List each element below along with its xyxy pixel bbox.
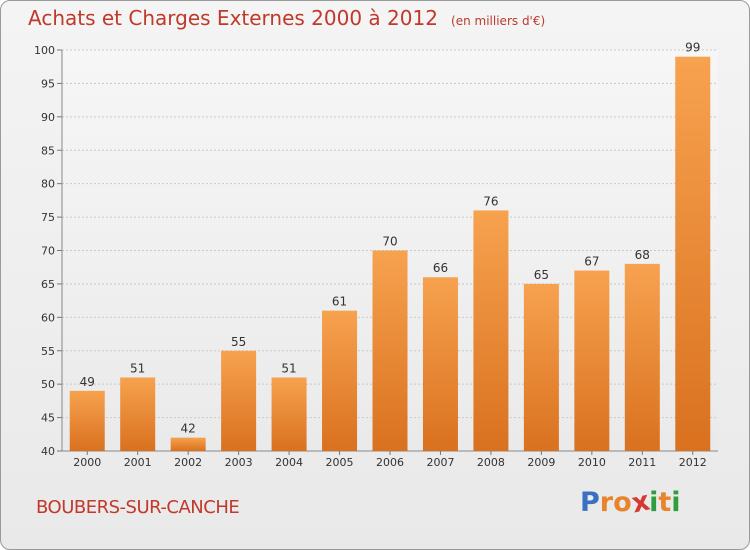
x-tick-label: 2003 [225, 456, 253, 469]
logo-letter: i [649, 487, 659, 518]
bar-value-label: 51 [281, 361, 296, 375]
x-tick-label: 2002 [174, 456, 202, 469]
x-tick-label: 2005 [326, 456, 354, 469]
bar [574, 270, 610, 451]
bar-value-label: 51 [130, 361, 145, 375]
logo-letter: i [671, 487, 681, 518]
x-tick-label: 2008 [477, 456, 505, 469]
y-tick-label: 100 [34, 44, 55, 57]
bar-value-label: 99 [685, 41, 700, 55]
logo-letter: o [613, 487, 632, 518]
y-tick-label: 45 [41, 412, 55, 425]
y-tick-label: 65 [41, 278, 55, 291]
y-tick-label: 80 [41, 178, 55, 191]
x-tick-label: 2009 [527, 456, 555, 469]
bar [523, 283, 559, 451]
x-tick-label: 2001 [124, 456, 152, 469]
bar-value-label: 68 [635, 248, 650, 262]
y-tick-label: 60 [41, 311, 55, 324]
city-name: BOUBERS-SUR-CANCHE [36, 497, 240, 518]
bar-value-label: 76 [483, 194, 498, 208]
y-tick-label: 70 [41, 245, 55, 258]
bar-value-label: 55 [231, 335, 246, 349]
bar [271, 377, 307, 451]
x-tick-label: 2012 [679, 456, 707, 469]
chart-title: Achats et Charges Externes 2000 à 2012 [28, 6, 438, 30]
bar-value-label: 61 [332, 295, 347, 309]
x-tick-label: 2010 [578, 456, 606, 469]
x-tick-label: 2004 [275, 456, 303, 469]
bar-value-label: 49 [80, 375, 95, 389]
y-tick-label: 55 [41, 345, 55, 358]
bar-value-label: 67 [584, 255, 599, 269]
y-tick-label: 85 [41, 144, 55, 157]
x-tick-label: 2011 [628, 456, 656, 469]
logo-letter: P [580, 487, 600, 518]
bar [473, 210, 509, 451]
y-tick-label: 95 [41, 77, 55, 90]
bar-value-label: 42 [181, 422, 196, 436]
chart-title-block: Achats et Charges Externes 2000 à 2012 (… [28, 6, 545, 30]
y-tick-label: 50 [41, 378, 55, 391]
logo-letter: r [599, 487, 614, 518]
y-tick-label: 40 [41, 445, 55, 458]
x-tick-label: 2007 [426, 456, 454, 469]
bar [69, 390, 105, 451]
bar-value-label: 70 [382, 235, 397, 249]
x-tick-label: 2000 [73, 456, 101, 469]
bar [624, 263, 660, 451]
bar [170, 437, 206, 451]
bar-value-label: 65 [534, 268, 549, 282]
bar [675, 56, 711, 451]
bar [120, 377, 156, 451]
bar [422, 277, 458, 451]
y-tick-label: 90 [41, 111, 55, 124]
x-tick-label: 2006 [376, 456, 404, 469]
bar [221, 350, 257, 451]
bar [372, 250, 408, 451]
y-tick-label: 75 [41, 211, 55, 224]
bar-value-label: 66 [433, 261, 448, 275]
chart-subtitle: (en milliers d'€) [451, 14, 546, 28]
proxiti-logo: Proxiti [580, 486, 681, 520]
bar [322, 310, 358, 451]
logo-letter: t [658, 487, 672, 518]
